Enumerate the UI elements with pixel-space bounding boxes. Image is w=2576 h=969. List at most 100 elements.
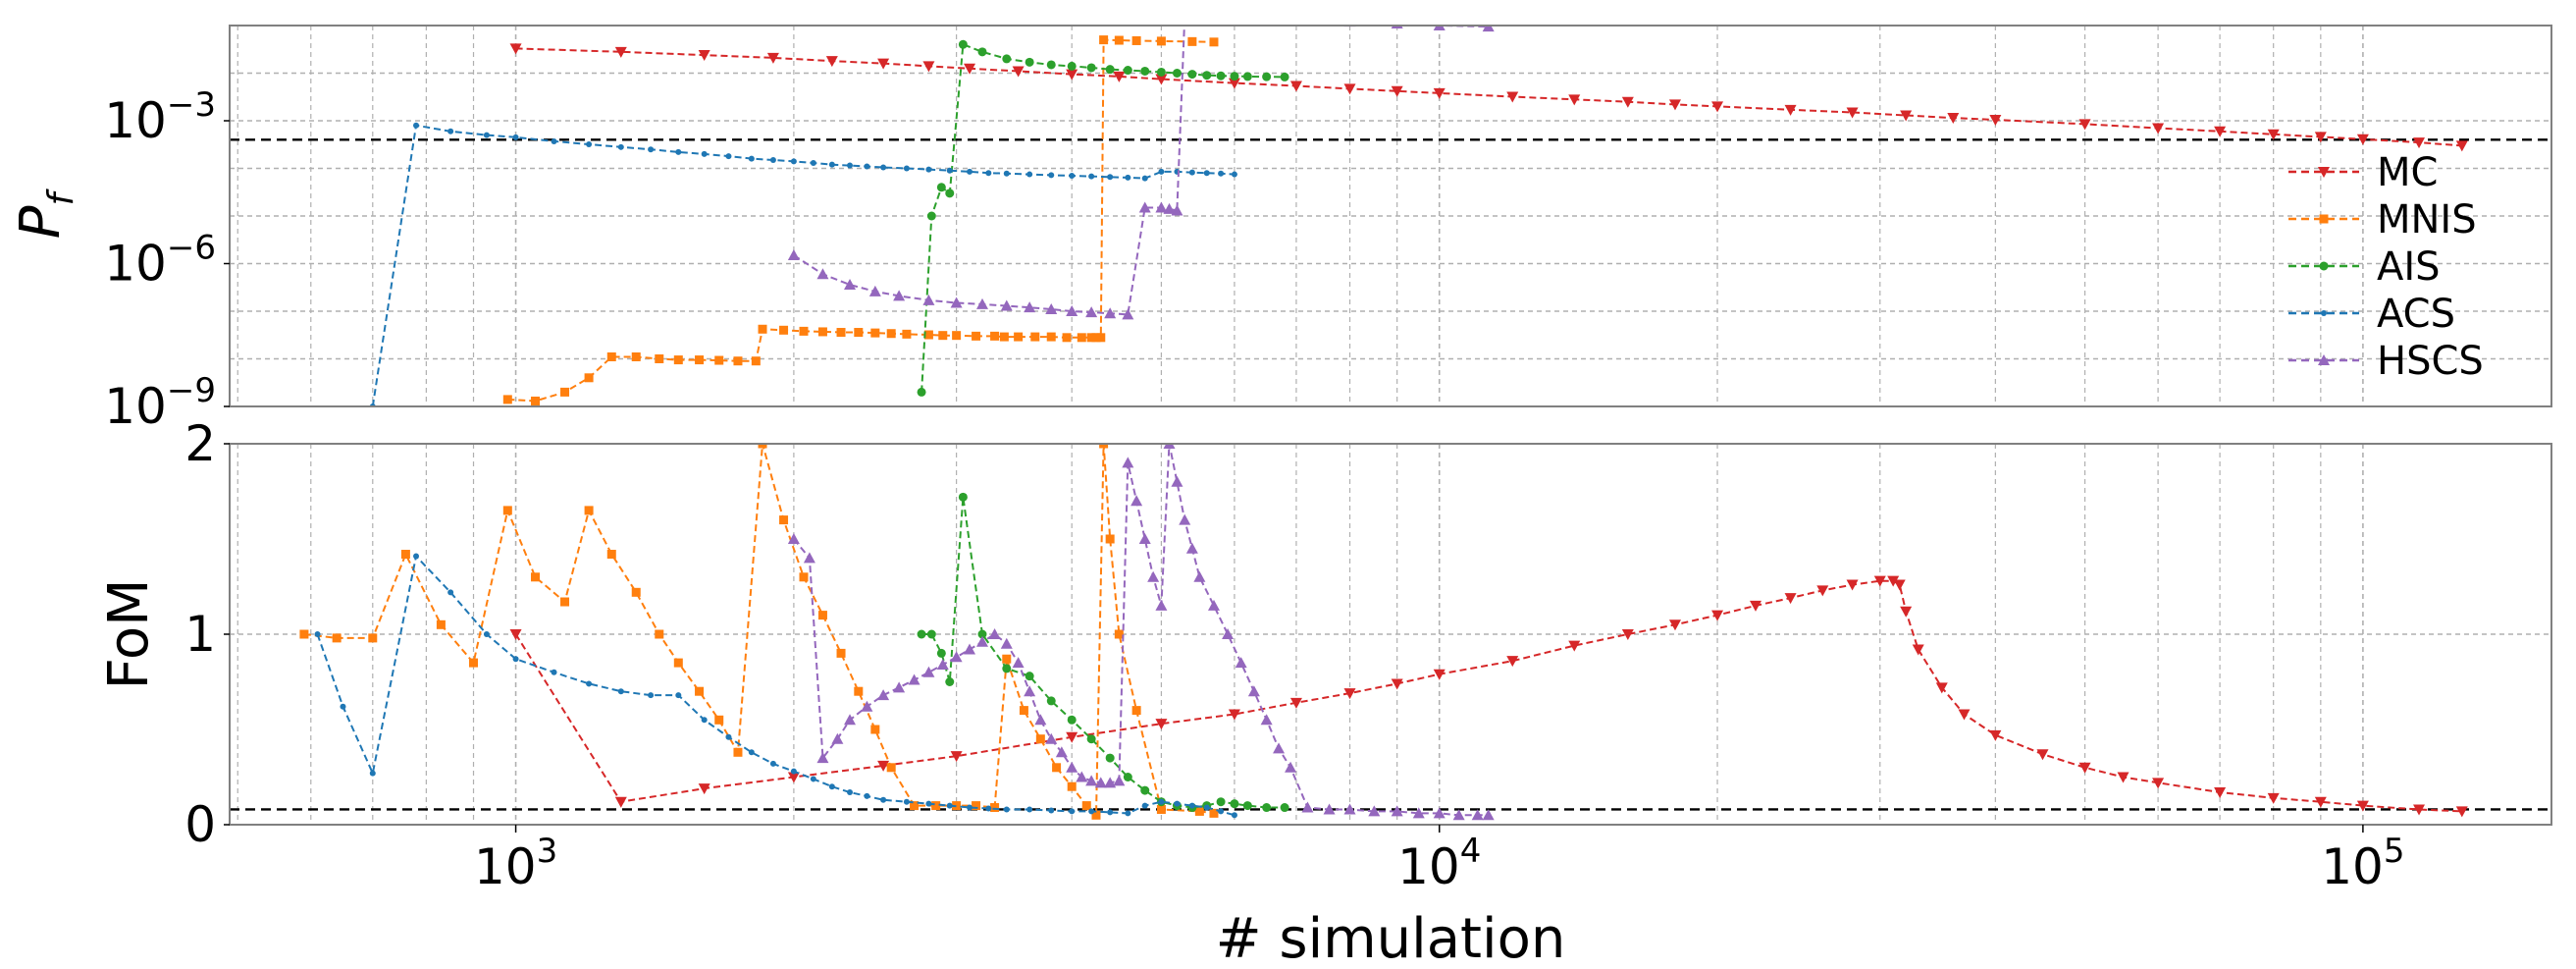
pf-point-mnis (1131, 35, 1141, 45)
fom-y-tick-label: 0 (184, 796, 216, 853)
pf-line-acs (371, 124, 1235, 406)
fom-point-ais (1216, 797, 1226, 807)
pf-point-ais (1105, 65, 1115, 75)
pf-point-acs (447, 128, 454, 135)
fom-point-acs (946, 802, 953, 809)
fom-point-mnis (560, 597, 570, 607)
fom-point-mc (1900, 606, 1913, 618)
legend-marker (2318, 354, 2330, 365)
pf-point-acs (1218, 170, 1225, 177)
pf-point-mnis (673, 355, 683, 365)
fom-point-hscs (1045, 732, 1058, 744)
tick-exponent: 5 (2384, 832, 2405, 871)
fom-point-hscs (1012, 657, 1025, 669)
fom-point-acs (648, 692, 655, 699)
fom-point-mnis (1099, 444, 1109, 449)
pf-point-mc (2314, 132, 2327, 143)
fom-point-ais (1046, 696, 1056, 706)
pf-point-mnis (1046, 332, 1056, 342)
pf-point-mc (2455, 140, 2468, 152)
pf-point-mc (1900, 110, 1913, 122)
pf-point-mnis (733, 356, 743, 366)
fom-point-mnis (400, 550, 410, 560)
fom-point-mc (509, 629, 522, 640)
pf-point-acs (967, 168, 973, 175)
fom-point-hscs (1055, 746, 1068, 758)
fom-point-hscs (1094, 777, 1107, 788)
fom-point-mc (787, 772, 800, 783)
pf-point-mnis (1062, 333, 1072, 343)
fom-point-ais (926, 629, 936, 639)
pf-point-mnis (836, 328, 846, 338)
fom-point-mnis (1035, 734, 1045, 744)
fom-point-mc (1989, 729, 2002, 741)
pf-point-acs (725, 153, 732, 160)
fom-point-ais (1105, 753, 1115, 763)
fom-point-acs (925, 800, 932, 807)
fom-point-mc (1887, 575, 1900, 587)
legend-marker (2319, 214, 2329, 224)
fom-point-acs (903, 798, 910, 805)
fom-point-ais (917, 629, 926, 639)
pf-point-mnis (1030, 332, 1040, 342)
fom-point-mnis (436, 619, 446, 629)
fom-point-mnis (1114, 629, 1124, 639)
fom-point-acs (1231, 812, 1237, 819)
fom-point-hscs (1193, 570, 1206, 582)
x-tick-label: 103 (474, 832, 557, 895)
fom-point-hscs (1471, 809, 1484, 821)
pf-point-acs (946, 167, 953, 174)
fom-point-ais (1086, 734, 1096, 744)
fom-series (299, 444, 2468, 821)
pf-point-ais (1067, 61, 1077, 71)
fom-point-mnis (1067, 781, 1077, 791)
legend-marker (2319, 261, 2329, 271)
fom-point-hscs (1155, 599, 1168, 611)
pf-point-acs (985, 170, 992, 177)
fom-point-hscs (1147, 570, 1160, 582)
pf-point-ais (917, 387, 926, 397)
pf-point-acs (769, 156, 776, 163)
fom-point-acs (725, 733, 732, 740)
pf-point-hscs (1290, 14, 1302, 25)
fom-point-acs (864, 792, 870, 799)
fom-series-mnis (299, 444, 1219, 820)
pf-point-hscs (1122, 308, 1134, 320)
pf-point-acs (617, 143, 624, 150)
pf-point-mnis (714, 355, 724, 365)
fom-point-mc (877, 760, 890, 772)
fom-point-acs (880, 796, 887, 803)
pf-point-acs (483, 132, 490, 138)
fom-point-hscs (831, 732, 844, 744)
pf-y-axis-label: Pf (9, 188, 81, 239)
pf-point-mc (2214, 126, 2227, 137)
pf-point-acs (1107, 174, 1114, 181)
pf-point-hscs (1155, 201, 1168, 213)
pf-point-mc (2413, 137, 2426, 149)
fom-point-hscs (1452, 809, 1465, 821)
pf-point-mnis (817, 327, 827, 337)
fom-point-mc (1066, 731, 1078, 743)
pf-point-hscs (1066, 305, 1078, 316)
fom-point-mnis (836, 648, 846, 658)
fom-point-ais (1123, 773, 1132, 781)
fom-point-acs (847, 789, 854, 796)
fom-point-mnis (1052, 763, 1062, 773)
pf-point-mnis (1114, 35, 1124, 45)
pf-point-ais (1216, 71, 1226, 81)
fom-point-mnis (1131, 706, 1141, 716)
fom-point-hscs (1130, 495, 1143, 507)
pf-point-mc (1784, 104, 1797, 116)
fom-point-mnis (1156, 804, 1166, 814)
fom-point-mnis (779, 515, 789, 525)
fom-point-mnis (1105, 534, 1115, 544)
pf-point-mnis (854, 328, 864, 338)
pf-point-ais (926, 211, 936, 221)
pf-point-hscs (1391, 26, 1403, 28)
fom-point-hscs (1412, 807, 1425, 819)
fom-point-acs (413, 553, 420, 560)
pf-point-hscs (893, 290, 906, 301)
fom-point-acs (1069, 808, 1076, 815)
fom-point-mnis (502, 506, 512, 515)
